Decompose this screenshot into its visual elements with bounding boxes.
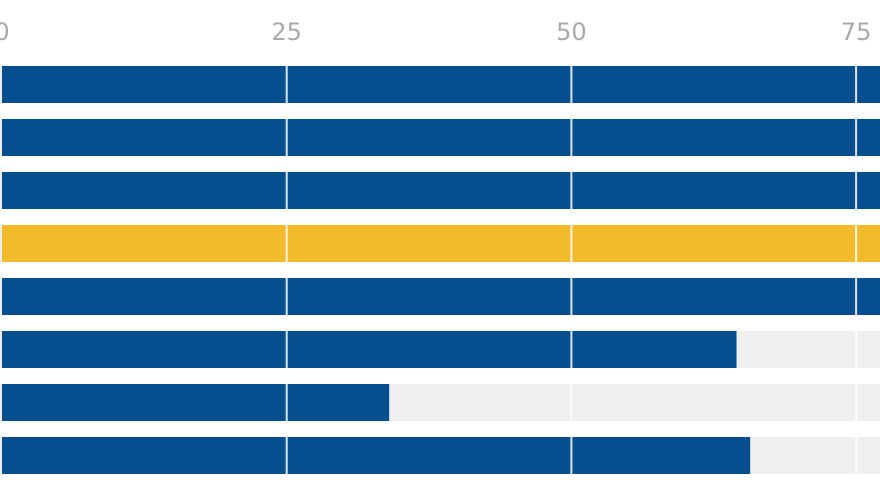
bar [2,172,880,209]
bar [2,119,880,156]
bar [2,278,880,315]
x-tick-label: 75 [841,18,872,46]
bar [2,66,880,103]
x-tick-label: 50 [556,18,587,46]
bar [2,225,880,262]
bar [2,331,737,368]
x-tick-label: 25 [271,18,302,46]
bar [2,384,390,421]
x-tick-label: 0 [0,18,10,46]
bar [2,437,751,474]
